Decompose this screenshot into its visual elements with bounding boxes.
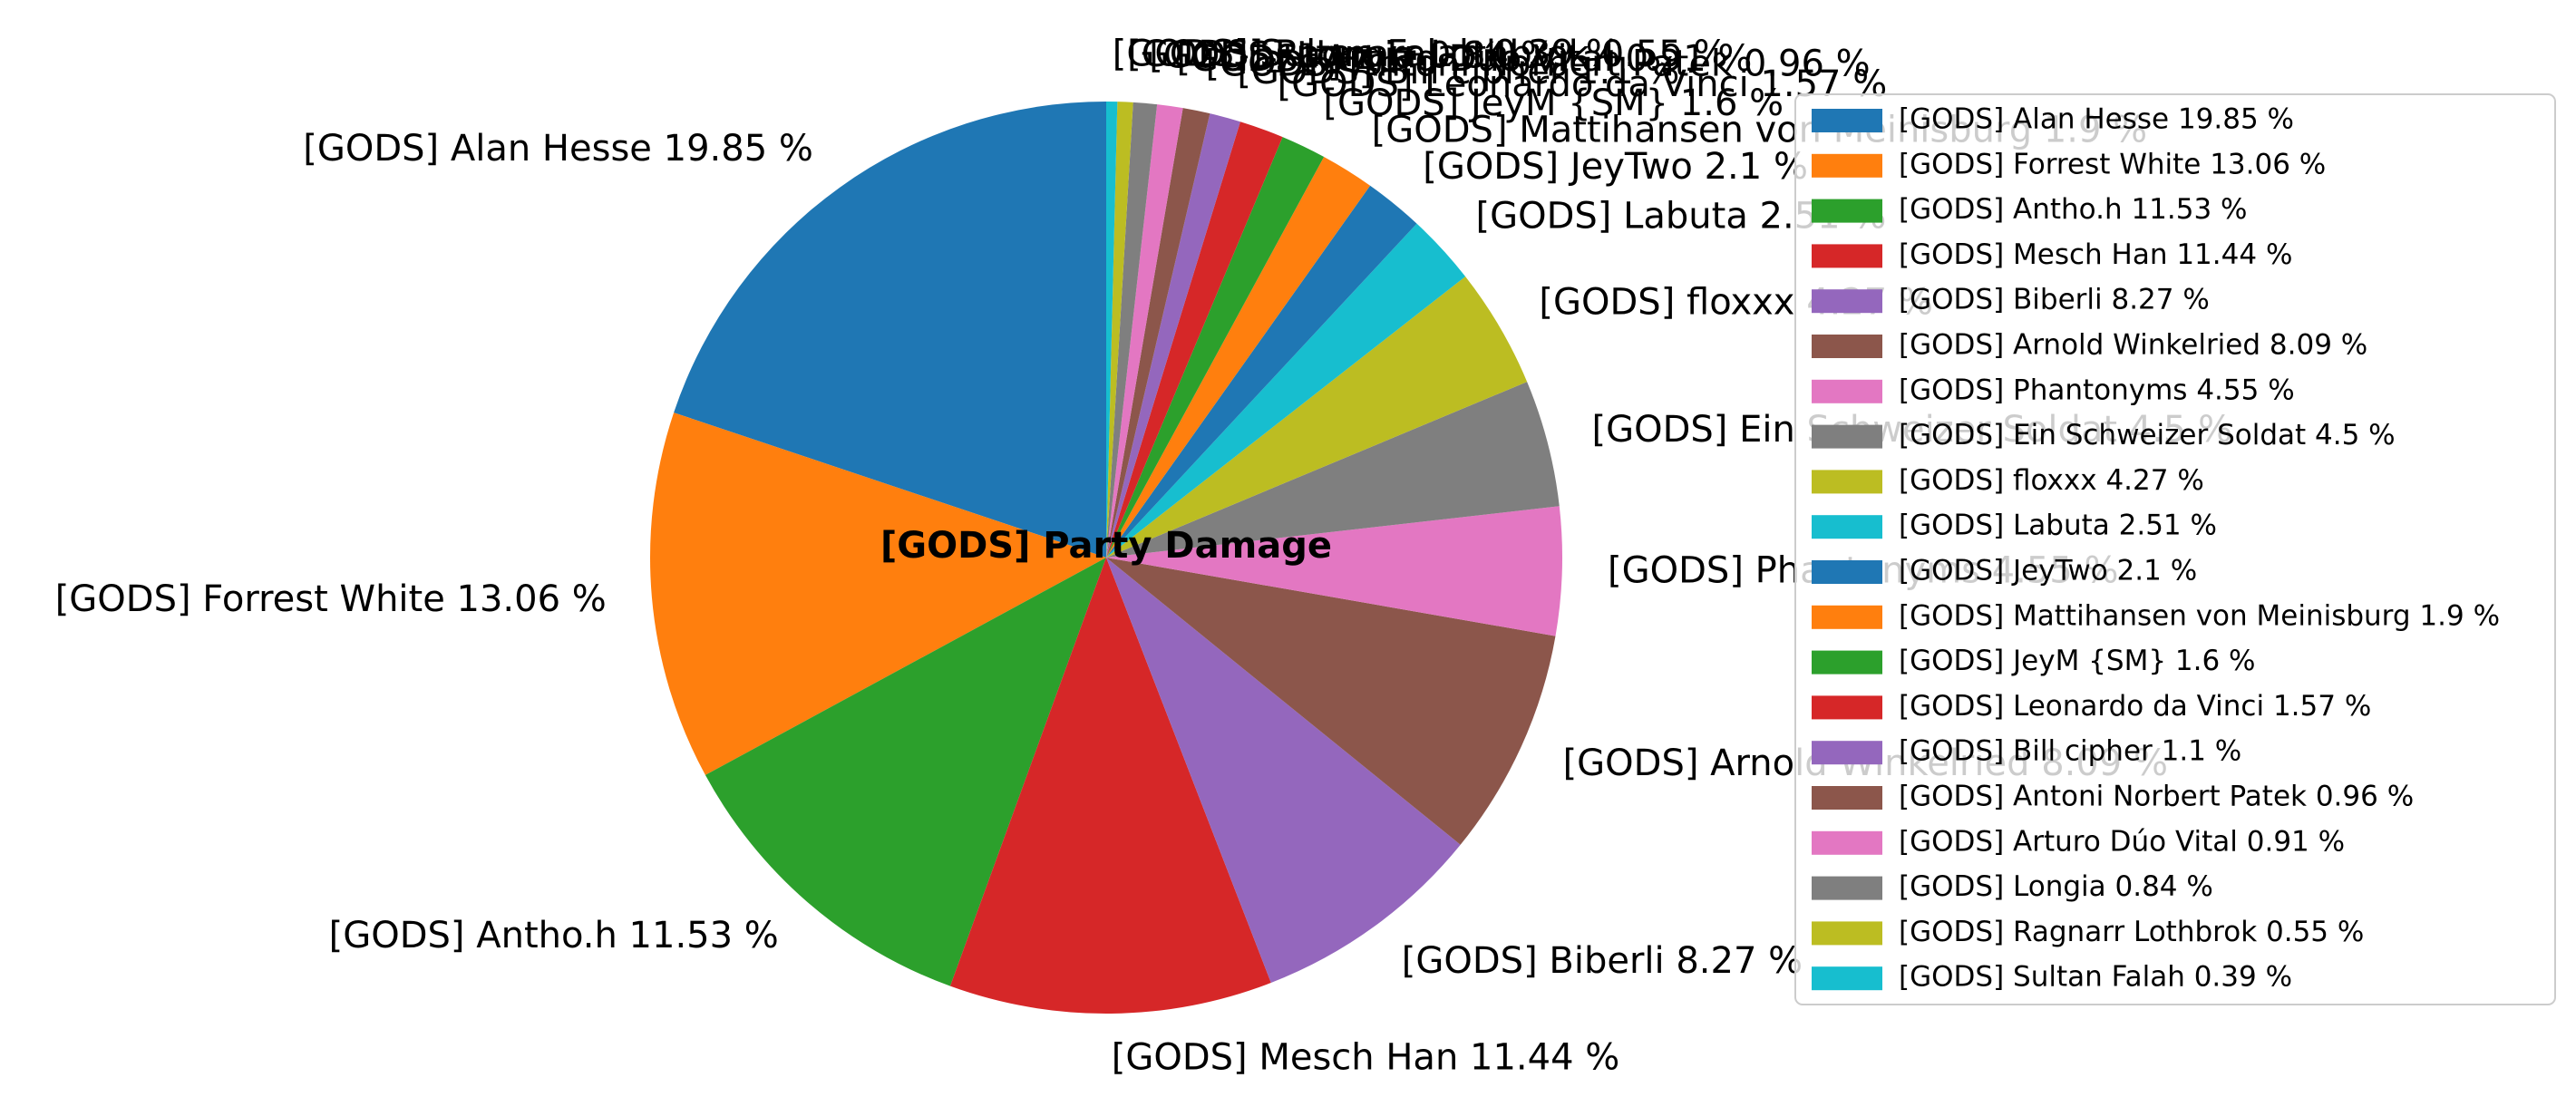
legend-label: [GODS] Mesch Han 11.44 % (1899, 238, 2292, 271)
legend-swatch (1812, 379, 1882, 403)
slice-label: [GODS] Longia 0.84 % (1149, 35, 1555, 77)
chart-title: [GODS] Party Damage (880, 525, 1332, 567)
legend-swatch (1812, 650, 1882, 675)
slice-label: [GODS] Ragnarr Lothbrok 0.55 % (1127, 34, 1727, 75)
pie-slices (650, 102, 1562, 1014)
pie-slice (1106, 185, 1417, 558)
legend-label: [GODS] Forrest White 13.06 % (1899, 148, 2326, 180)
slice-label: [GODS] Leonardo da Vinci 1.57 % (1278, 63, 1888, 105)
legend-label: [GODS] Ein Schweizer Soldat 4.5 % (1899, 419, 2396, 451)
legend-label: [GODS] Longia 0.84 % (1899, 870, 2213, 903)
pie-slice (705, 558, 1106, 986)
pie-slice (1106, 223, 1466, 558)
legend-label: [GODS] Ragnarr Lothbrok 0.55 % (1899, 916, 2364, 948)
pie-slice (1106, 113, 1240, 558)
pie-slice (1106, 137, 1325, 558)
pie-slice (1106, 104, 1183, 558)
legend-swatch (1812, 876, 1882, 900)
pie-slice (674, 102, 1106, 558)
legend-swatch (1812, 289, 1882, 314)
legend-label: [GODS] JeyTwo 2.1 % (1899, 555, 2197, 587)
slice-label: [GODS] Sultan Falah 0.39 % (1113, 34, 1620, 75)
legend-label: [GODS] Mattihansen von Meinisburg 1.9 % (1899, 599, 2500, 632)
slice-label: [GODS] Biberli 8.27 % (1402, 940, 1803, 982)
pie-slice (1106, 102, 1118, 558)
pie-slice (1106, 121, 1283, 558)
pie-slice (1106, 108, 1210, 558)
slice-label: [GODS] JeyM {SM} 1.6 % (1323, 83, 1784, 124)
legend-swatch (1812, 424, 1882, 449)
legend-swatch (1812, 199, 1882, 223)
legend-label: [GODS] Labuta 2.51 % (1899, 510, 2217, 542)
legend: [GODS] Alan Hesse 19.85 % [GODS] Forrest … (1794, 93, 2556, 1005)
legend-frame (1794, 93, 2556, 1005)
legend-label: [GODS] Phantonyms 4.55 % (1899, 374, 2295, 406)
legend-label: [GODS] floxxx 4.27 % (1899, 464, 2204, 497)
pie-slice (1106, 157, 1371, 558)
legend-label: [GODS] Arnold Winkelried 8.09 % (1899, 329, 2367, 362)
pie-slice (1106, 382, 1560, 558)
legend-swatch (1812, 470, 1882, 494)
legend-swatch (1812, 786, 1882, 810)
legend-label: [GODS] Arturo Dúo Vital 0.91 % (1899, 825, 2345, 858)
legend-label: [GODS] Antho.h 11.53 % (1899, 193, 2248, 226)
pie-slice (650, 413, 1106, 775)
legend-swatch (1812, 830, 1882, 855)
legend-swatch (1812, 741, 1882, 765)
legend-label: [GODS] JeyM {SM} 1.6 % (1899, 645, 2256, 677)
pie-slice (1106, 506, 1562, 636)
pie-slice (1106, 102, 1158, 558)
legend-swatch (1812, 695, 1882, 720)
slice-label: [GODS] Alan Hesse 19.85 % (303, 128, 813, 170)
legend-label: [GODS] Alan Hesse 19.85 % (1899, 103, 2294, 136)
legend-swatch (1812, 109, 1882, 132)
slice-label: [GODS] Forrest White 13.06 % (55, 578, 607, 620)
legend-label: [GODS] Biberli 8.27 % (1899, 284, 2210, 316)
pie-slice (949, 558, 1271, 1014)
legend-swatch (1812, 921, 1882, 946)
slice-label: [GODS] Antho.h 11.53 % (329, 915, 779, 956)
legend-swatch (1812, 335, 1882, 358)
pie-slice (1106, 276, 1528, 558)
slice-label: [GODS] Antoni Norbert Patek 0.96 % (1205, 44, 1870, 85)
slice-label: [GODS] JeyTwo 2.1 % (1423, 146, 1808, 188)
slice-label: [GODS] Mesch Han 11.44 % (1112, 1036, 1620, 1078)
slice-label: [GODS] Arturo Dúo Vital 0.91 % (1176, 38, 1752, 80)
pie-slice (1106, 558, 1556, 845)
legend-swatch (1812, 244, 1882, 268)
legend-swatch (1812, 966, 1882, 991)
legend-swatch (1812, 560, 1882, 584)
legend-label: [GODS] Bill cipher 1.1 % (1899, 735, 2241, 768)
legend-swatch (1812, 515, 1882, 539)
pie-slice (1106, 558, 1461, 983)
legend-swatch (1812, 605, 1882, 629)
legend-label: [GODS] Sultan Falah 0.39 % (1899, 961, 2292, 994)
slice-label: [GODS] Bill cipher 1.1 % (1237, 51, 1679, 92)
legend-label: [GODS] Leonardo da Vinci 1.57 % (1899, 690, 2371, 723)
legend-label: [GODS] Antoni Norbert Patek 0.96 % (1899, 781, 2414, 813)
legend-swatch (1812, 153, 1882, 178)
pie-slice (1106, 102, 1133, 558)
